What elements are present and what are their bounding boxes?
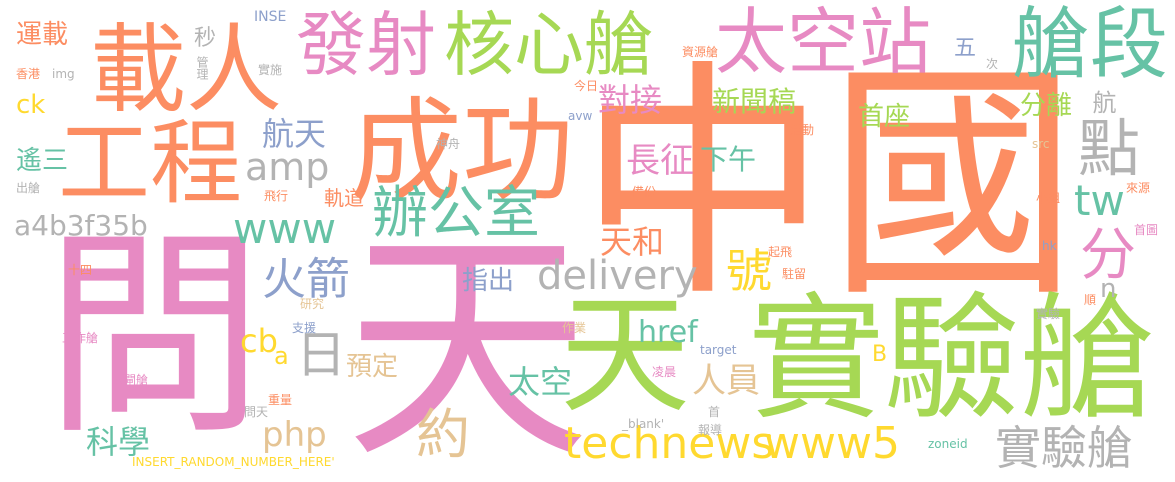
word-n: n: [1100, 274, 1117, 304]
word-laiyuan: 來源: [1126, 181, 1151, 195]
word-INSE: INSE: [254, 9, 287, 25]
word-lingchen: 凌晨: [652, 365, 677, 379]
word-shishi: 實施: [258, 63, 283, 77]
word-wu: 五: [954, 36, 977, 61]
word-xianggang: 香港: [16, 67, 41, 81]
word-zairen: 載人: [90, 14, 282, 126]
word-fashe: 發射: [296, 4, 436, 86]
word-wentian-small: 問天: [244, 405, 269, 419]
word-shun: 順: [1084, 293, 1097, 307]
word-zhuliu: 駐留: [782, 267, 807, 281]
word-gongcheng: 工程: [58, 110, 243, 217]
word-cb: cb: [240, 322, 278, 360]
word-yaosan: 遙三: [16, 146, 69, 176]
word-chucang: 出艙: [16, 181, 41, 195]
word-delivery: delivery: [537, 253, 698, 299]
word-changzheng: 長征: [626, 141, 694, 181]
word-shiyancang-large: 實驗艙: [748, 281, 1156, 439]
word-blank: _blank': [622, 417, 665, 431]
word-yuding: 預定: [346, 352, 399, 382]
word-taikongzhan: 太空站: [715, 0, 932, 84]
word-ziyuancang: 資源艙: [682, 45, 719, 59]
word-wen: 問: [44, 208, 265, 464]
word-shisi: 十四: [68, 263, 93, 277]
word-www: www: [233, 204, 337, 253]
word-tw: tw: [1074, 176, 1125, 225]
word-renyuan: 人員: [692, 361, 760, 401]
word-chenggong: 成功: [350, 87, 574, 217]
word-a4b3f35b: a4b3f35b: [14, 209, 148, 242]
word-insert-random: INSERT_RANDOM_NUMBER_HERE': [132, 455, 335, 469]
word-hexincang: 核心艙: [444, 4, 654, 86]
word-shiyan: 實驗: [1036, 307, 1061, 321]
word-qizhacang: 氣閘艙: [112, 373, 149, 387]
word-php: php: [262, 415, 327, 455]
word-shoutu: 首圖: [1134, 223, 1159, 237]
word-yue: 約: [416, 403, 470, 466]
word-xinwengao: 新聞稿: [712, 85, 797, 118]
word-gongzuocang: 工作艙: [62, 331, 99, 345]
word-guidao: 軌道: [324, 186, 364, 210]
word-zhongliang: 重量: [268, 393, 293, 407]
word-hao: 號: [726, 244, 772, 298]
word-avw: avw: [568, 109, 593, 123]
word-hang: 航: [1088, 90, 1116, 114]
word-feixing: 飛行: [264, 189, 289, 203]
word-huojian: 火箭: [262, 254, 350, 305]
word-hangtian: 航天: [262, 115, 327, 153]
word-shouzuo: 首座: [858, 102, 911, 132]
word-img: img: [52, 67, 75, 81]
word-guanli: 管理: [195, 56, 209, 80]
word-baodao: 報導: [698, 423, 723, 437]
word-ri: 日: [296, 326, 346, 384]
word-yunzai: 運載: [16, 20, 69, 50]
word-fenli: 分離: [1020, 91, 1073, 121]
word-tianhe: 天和: [600, 223, 665, 261]
word-amp: amp: [245, 145, 330, 189]
word-zhongguo: 中國: [578, 39, 1078, 330]
word-hk: hk: [1042, 239, 1057, 253]
word-fen: 分: [1080, 223, 1136, 288]
word-href: href: [638, 315, 698, 350]
word-beifen: 備份: [632, 185, 657, 199]
word-yanjiu: 研究: [300, 297, 325, 311]
word-a: a: [274, 342, 289, 370]
word-huodong: 活動: [790, 123, 815, 137]
word-tian-green: 天: [560, 279, 691, 431]
word-zhiyuan: 支援: [292, 321, 317, 335]
word-cangduan: 艙段: [1012, 0, 1169, 90]
word-kexue: 科學: [86, 423, 151, 461]
word-shou: 首: [708, 405, 721, 419]
word-ck: ck: [16, 90, 46, 120]
word-www5: www5: [764, 418, 900, 469]
word-zhichu: 指出: [462, 266, 515, 296]
word-dian: 點: [1078, 112, 1141, 185]
word-ci: 次: [986, 57, 999, 71]
word-duijie: 對接: [598, 81, 663, 119]
word-zoneid: zoneid: [928, 437, 968, 451]
word-shenzhou: 神舟: [436, 137, 461, 151]
word-target: target: [700, 343, 737, 357]
word-taikong: 太空: [508, 363, 573, 401]
word-B: B: [872, 342, 888, 367]
word-qifei: 起飛: [768, 245, 793, 259]
word-zuoye: 作業: [562, 321, 587, 335]
word-tian-large: 天: [345, 206, 590, 482]
word-technews: technews: [564, 418, 775, 469]
word-miao: 秒: [194, 26, 217, 51]
word-jinri: 今日: [574, 79, 599, 93]
word-xiaozu: 小組: [1036, 191, 1061, 205]
word-bangongshi: 辦公室: [372, 181, 540, 246]
word-src: src: [1032, 137, 1050, 151]
word-xiawu: 下午: [700, 143, 757, 176]
word-shiyancang-gray: 實驗艙: [995, 421, 1133, 475]
